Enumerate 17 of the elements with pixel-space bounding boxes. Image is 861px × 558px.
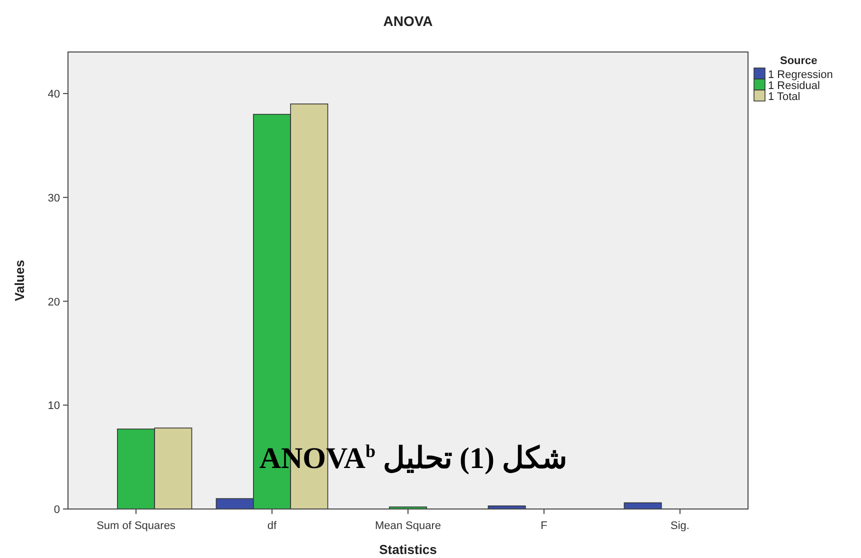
x-tick-label: df: [267, 520, 278, 532]
y-tick-label: 0: [54, 504, 60, 516]
chart-title: ANOVA: [383, 13, 433, 29]
x-tick-label: Mean Square: [374, 520, 442, 532]
x-tick-label: Sum of Squares: [96, 520, 176, 532]
y-tick-label: 10: [48, 400, 60, 412]
legend-label: 1 Residual: [768, 80, 820, 92]
y-tick-label: 40: [48, 88, 60, 101]
y-axis-title: Values: [12, 260, 27, 302]
legend-title: Source: [780, 55, 818, 67]
legend-label: 1 Total: [768, 91, 800, 103]
y-tick-label: 20: [48, 296, 60, 308]
legend-label: 1 Regression: [768, 69, 833, 81]
x-axis-title: Statistics: [379, 542, 437, 557]
x-tick-label: F: [540, 520, 548, 532]
x-tick-label: Sig.: [670, 520, 690, 532]
y-tick-label: 30: [48, 192, 60, 204]
